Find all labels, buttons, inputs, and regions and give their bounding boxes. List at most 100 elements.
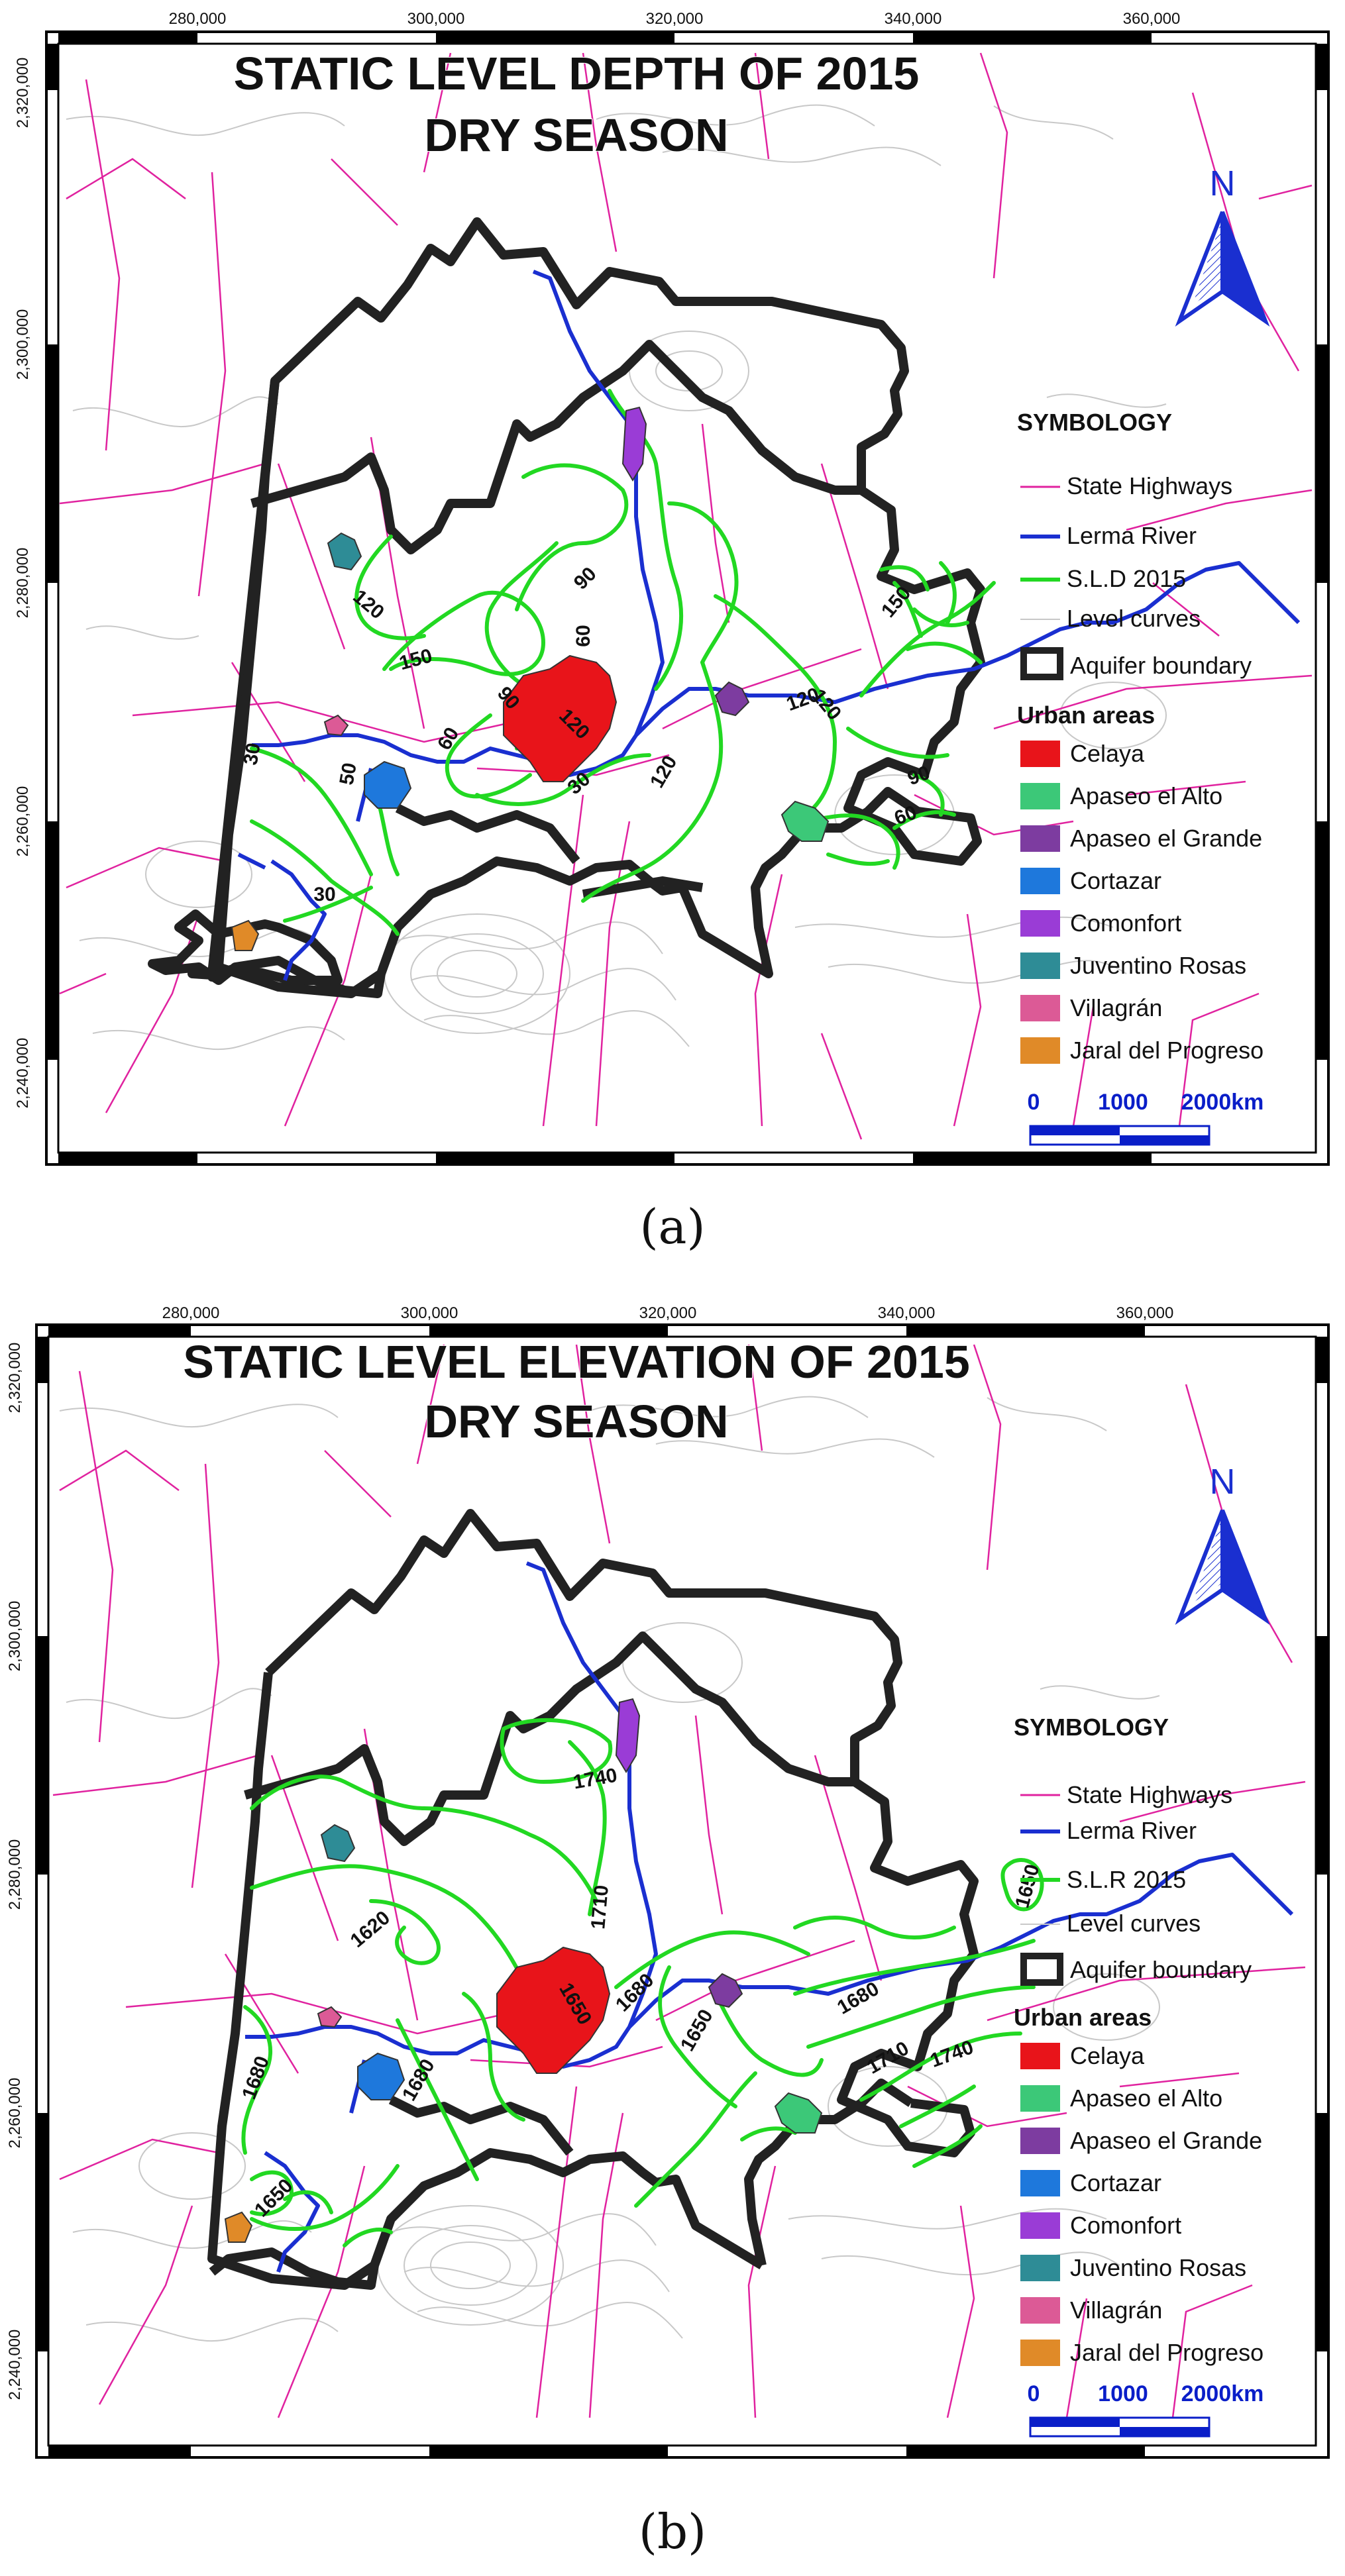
- urban-juventino-rosas: [327, 532, 362, 571]
- slr-contours: [241, 1718, 1044, 2247]
- scale-label: 2000km: [1181, 1090, 1264, 1115]
- urban-legend-item: Apaseo el Alto: [1070, 782, 1222, 809]
- urban-apaseo-el-alto: [774, 2092, 823, 2134]
- map-panel-a: 280,000 300,000 320,000 340,000 360,000 …: [14, 10, 1330, 1166]
- y-tick-label: 2,240,000: [6, 2330, 24, 2400]
- x-tick-label: 340,000: [885, 10, 942, 28]
- scale-label: 2000km: [1181, 2381, 1264, 2406]
- legend-item: S.L.R 2015: [1067, 1866, 1186, 1893]
- y-tick-label: 2,240,000: [14, 1038, 32, 1109]
- north-arrow-icon: N: [1175, 164, 1270, 327]
- legend-item: Aquifer boundary: [1070, 652, 1252, 679]
- scale-label: 0: [1028, 2381, 1040, 2406]
- map-neatline: [57, 42, 1317, 1154]
- legend-item: Lerma River: [1067, 522, 1197, 549]
- urban-legend-item: Apaseo el Grande: [1070, 2127, 1262, 2154]
- urban-jaral-del-progreso: [231, 919, 260, 951]
- urban-comonfort: [621, 406, 647, 482]
- urban-apaseo-el-grande: [714, 681, 750, 717]
- ruler-left: [46, 44, 58, 1060]
- x-tick-label: 320,000: [646, 10, 704, 28]
- legend-item: Level curves: [1067, 605, 1201, 632]
- level-curves: [66, 104, 1167, 1051]
- urban-legend-item: Celaya: [1070, 2042, 1145, 2069]
- legend-item: State Highways: [1067, 1781, 1232, 1808]
- urban-apaseo-el-alto: [780, 800, 830, 842]
- urban-legend-item: Cortazar: [1070, 2169, 1161, 2196]
- ruler-left: [36, 1337, 48, 2351]
- urban-juventino-rosas: [320, 1824, 356, 1863]
- north-label: N: [1210, 164, 1236, 203]
- scale-label: 1000: [1098, 1090, 1148, 1115]
- aquifer-boundary-south: [395, 803, 704, 899]
- legend: SYMBOLOGY State Highways Lerma River S.L…: [1014, 1714, 1264, 2366]
- y-tick-label: 2,320,000: [14, 58, 32, 129]
- y-tick-label: 2,300,000: [14, 309, 32, 380]
- x-tick-label: 280,000: [169, 10, 227, 28]
- urban-legend-item: Cortazar: [1070, 867, 1161, 894]
- urban-villagran: [323, 714, 349, 737]
- legend-item: Aquifer boundary: [1070, 1956, 1252, 1983]
- y-tick-label: 2,280,000: [6, 1839, 24, 1910]
- ruler-top: [58, 32, 1152, 44]
- urban-legend-item: Apaseo el Alto: [1070, 2085, 1222, 2112]
- urban-legend-item: Villagrán: [1070, 2296, 1162, 2324]
- x-tick-label: 320,000: [639, 1305, 697, 1322]
- north-arrow-icon: N: [1175, 1462, 1270, 1625]
- contour-label: 50: [335, 761, 360, 787]
- legend-item: Level curves: [1067, 1910, 1201, 1937]
- legend-title: SYMBOLOGY: [1014, 1714, 1169, 1741]
- legend-item: S.L.D 2015: [1067, 565, 1186, 592]
- aquifer-boundary-south: [388, 2095, 574, 2156]
- caption-a: (a): [639, 1199, 706, 1255]
- urban-areas: [224, 1698, 823, 2243]
- level-curves: [59, 1396, 1160, 2342]
- urban-legend-item: Juventino Rosas: [1070, 2254, 1246, 2281]
- y-tick-label: 2,260,000: [6, 2078, 24, 2149]
- contour-label: 30: [239, 741, 264, 767]
- map-title: STATIC LEVEL DEPTH OF 2015 DRY SEASON: [233, 47, 920, 162]
- contour-label: 30: [313, 884, 335, 905]
- scale-bar: 0 1000 2000km: [1028, 2381, 1264, 2438]
- y-tick-label: 2,320,000: [6, 1343, 24, 1414]
- title-line2: DRY SEASON: [425, 109, 729, 161]
- urban-legend-item: Juventino Rosas: [1070, 952, 1246, 979]
- legend-item: Lerma River: [1067, 1817, 1197, 1844]
- contour-label: 1710: [587, 1884, 613, 1930]
- scale-bar: 0 1000 2000km: [1028, 1090, 1264, 1146]
- urban-legend-item: Apaseo el Grande: [1070, 825, 1262, 852]
- legend-title: SYMBOLOGY: [1017, 409, 1172, 436]
- caption-b: (b): [638, 2504, 707, 2559]
- urban-legend-title: Urban areas: [1014, 2004, 1152, 2031]
- scale-label: 1000: [1098, 2381, 1148, 2406]
- urban-celaya: [496, 1946, 611, 2074]
- ruler-right: [1316, 44, 1328, 1060]
- urban-apaseo-el-grande: [708, 1973, 743, 2008]
- legend: SYMBOLOGY State Highways Lerma River S.L…: [1017, 409, 1264, 1064]
- urban-legend-item: Celaya: [1070, 740, 1145, 767]
- urban-legend-item: Comonfort: [1070, 2212, 1181, 2239]
- map-panel-b: 280,000 300,000 320,000 340,000 360,000 …: [6, 1305, 1330, 2459]
- map-title: STATIC LEVEL ELEVATION OF 2015 DRY SEASO…: [182, 1335, 971, 1448]
- title-line1: STATIC LEVEL ELEVATION OF 2015: [183, 1336, 970, 1388]
- title-line1: STATIC LEVEL DEPTH OF 2015: [234, 48, 920, 99]
- y-tick-label: 2,300,000: [6, 1601, 24, 1672]
- aquifer-boundary: [148, 217, 985, 998]
- y-tick-label: 2,280,000: [14, 548, 32, 619]
- aquifer-boundary-inner: [244, 1631, 855, 1846]
- contour-label: 60: [572, 625, 594, 646]
- urban-areas: [231, 406, 830, 951]
- ruler-bottom: [48, 2446, 1145, 2457]
- urban-cortazar: [357, 2052, 405, 2100]
- urban-comonfort: [615, 1698, 641, 1773]
- title-line2: DRY SEASON: [425, 1396, 729, 1447]
- urban-jaral-del-progreso: [224, 2211, 253, 2243]
- ruler-top: [48, 1325, 1145, 1337]
- x-tick-label: 300,000: [407, 10, 465, 28]
- ruler-right: [1316, 1337, 1328, 2351]
- urban-legend-item: Villagrán: [1070, 994, 1162, 1021]
- urban-cortazar: [364, 760, 412, 809]
- x-tick-label: 300,000: [401, 1305, 458, 1322]
- y-tick-label: 2,260,000: [14, 786, 32, 857]
- legend-item: State Highways: [1067, 472, 1232, 499]
